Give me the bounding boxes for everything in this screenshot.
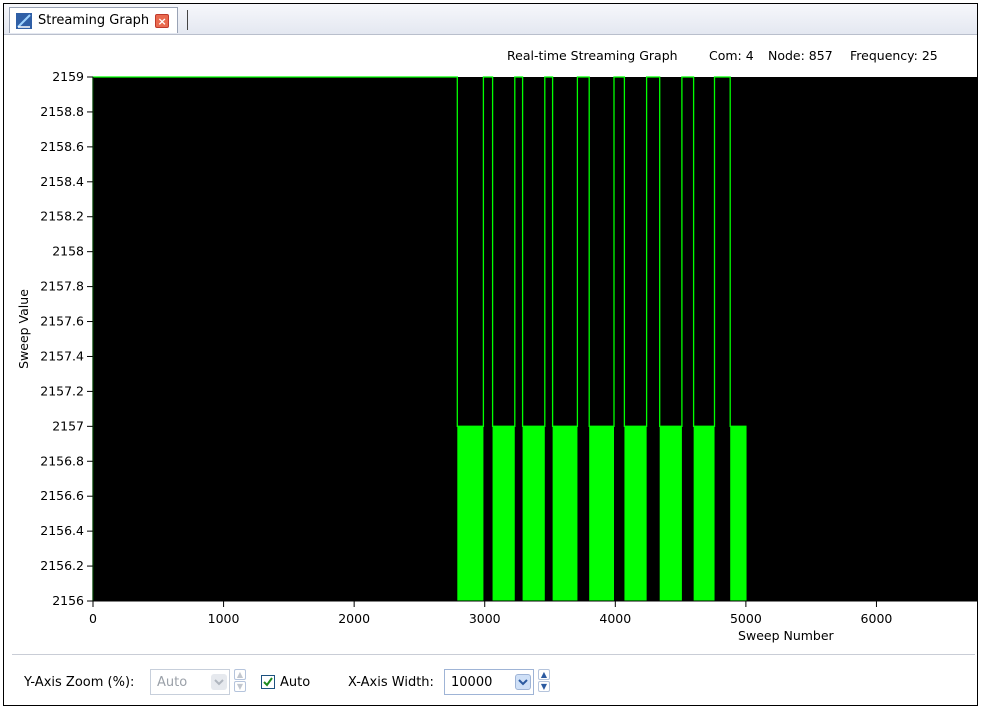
y-tick-label: 2157: [52, 418, 84, 433]
spin-down-icon: ▼: [234, 681, 246, 692]
spin-up-icon: ▲: [234, 669, 246, 680]
y-axis-zoom-label: Y-Axis Zoom (%):: [24, 675, 135, 690]
auto-label: Auto: [280, 675, 311, 690]
x-tick-label: 1000: [208, 611, 240, 626]
com-port-label: Com: 4: [709, 48, 754, 63]
x-tick-label: 3000: [469, 611, 501, 626]
data-fill-block: [589, 426, 614, 601]
x-tick-label: 0: [89, 611, 97, 626]
spin-down-icon[interactable]: ▼: [538, 681, 550, 692]
auto-checkbox[interactable]: [261, 675, 275, 689]
data-fill-block: [522, 426, 545, 601]
chevron-down-icon: [211, 674, 227, 690]
y-tick-label: 2159: [52, 69, 84, 84]
graph-app-icon: [16, 12, 32, 29]
y-axis-zoom-stepper: ▲ ▼: [234, 669, 248, 695]
streaming-chart: 2156 2156.2 2156.4 2156.6 2156.8 2157 2157.2 21…: [16, 69, 977, 643]
x-axis-width-label: X-Axis Width:: [348, 675, 434, 690]
y-axis-zoom-select: Auto: [150, 669, 230, 695]
y-tick-label: 2156.6: [40, 488, 84, 503]
y-axis-label: Sweep Value: [16, 289, 31, 369]
tab-bar: Streaming Graph ×: [4, 4, 977, 35]
x-tick-label: 4000: [599, 611, 631, 626]
data-fill-block: [659, 426, 682, 601]
y-tick-label: 2158.6: [40, 139, 84, 154]
y-tick-label: 2158.8: [40, 104, 84, 119]
y-tick-label: 2156.8: [40, 453, 84, 468]
x-tick-label: 2000: [338, 611, 370, 626]
data-fill-block: [624, 426, 647, 601]
chart-title: Real-time Streaming Graph: [507, 48, 678, 63]
y-tick-label: 2156.4: [40, 523, 84, 538]
y-tick-label: 2156.2: [40, 558, 84, 573]
checkmark-icon: [263, 677, 273, 687]
tab-title: Streaming Graph: [38, 13, 150, 28]
spin-up-icon[interactable]: ▲: [538, 669, 550, 680]
x-axis-width-value: 10000: [451, 675, 493, 690]
x-axis-width-select[interactable]: 10000: [444, 669, 534, 695]
tab-separator: [187, 10, 188, 30]
y-tick-label: 2157.4: [40, 348, 84, 363]
chevron-down-icon[interactable]: [515, 674, 531, 690]
y-tick-label: 2157.6: [40, 314, 84, 329]
frequency-label: Frequency: 25: [850, 48, 938, 63]
data-fill-block: [693, 426, 715, 601]
y-tick-label: 2157.2: [40, 383, 84, 398]
data-fill-block: [457, 426, 484, 601]
graph-header: Real-time Streaming Graph Com: 4 Node: 8…: [4, 48, 977, 68]
y-tick-label: 2157.8: [40, 279, 84, 294]
x-tick-label: 6000: [861, 611, 893, 626]
streaming-graph-window: Streaming Graph × Real-time Streaming Gr…: [3, 3, 978, 706]
y-tick-label: 2158.4: [40, 174, 84, 189]
tab-streaming-graph[interactable]: Streaming Graph ×: [9, 7, 179, 33]
axis-controls-bar: Y-Axis Zoom (%): Auto ▲ ▼ Auto X-Axis Wi…: [12, 654, 975, 705]
data-fill-block: [552, 426, 578, 601]
close-icon[interactable]: ×: [155, 13, 170, 28]
series-line: [92, 76, 747, 601]
y-axis-zoom-value: Auto: [157, 675, 188, 690]
x-axis-width-stepper[interactable]: ▲ ▼: [538, 669, 552, 695]
node-label: Node: 857: [768, 48, 833, 63]
y-tick-label: 2158: [52, 244, 84, 259]
x-tick-label: 5000: [730, 611, 762, 626]
y-tick-label: 2158.2: [40, 209, 84, 224]
x-axis-label: Sweep Number: [738, 628, 835, 643]
y-tick-label: 2156: [52, 593, 84, 608]
data-fill-block: [492, 426, 515, 601]
data-fill-block: [730, 426, 746, 601]
